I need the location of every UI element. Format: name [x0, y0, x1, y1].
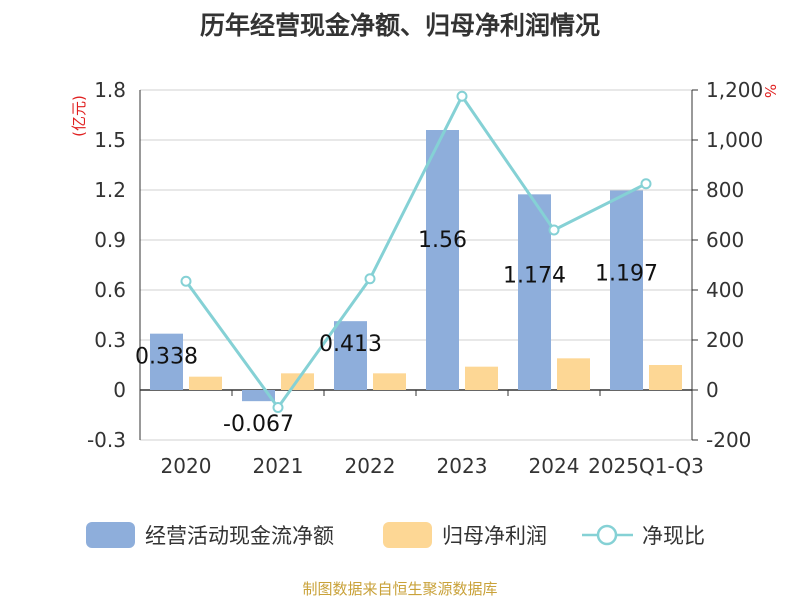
- bar-cashflow[interactable]: [518, 194, 551, 390]
- legend-label-netprofit: 归母净利润: [442, 524, 547, 548]
- y-tick-right: 600: [706, 228, 744, 252]
- y-tick-right: 1,000: [706, 128, 763, 152]
- bar-cashflow[interactable]: [426, 130, 459, 390]
- bar-value-label: 1.56: [418, 228, 467, 253]
- bar-cashflow[interactable]: [242, 390, 275, 402]
- bar-cashflow[interactable]: [334, 321, 367, 390]
- line-layer: [180, 90, 652, 413]
- bar-netprofit[interactable]: [189, 376, 222, 390]
- y-tick-left: 1.2: [94, 178, 126, 202]
- ratio-point[interactable]: [364, 273, 376, 285]
- legend-swatch-cashflow: [86, 522, 135, 548]
- bar-layer: [150, 130, 682, 402]
- right-axis-unit: %: [761, 84, 779, 98]
- chart-title: 历年经营现金净额、归母净利润情况: [200, 11, 600, 40]
- y-tick-right: 800: [706, 178, 744, 202]
- y-tick-left: 0.3: [94, 328, 126, 352]
- y-tick-left: 1.5: [94, 128, 126, 152]
- y-tick-left: 0.6: [94, 278, 126, 302]
- bar-value-label: 0.338: [135, 345, 198, 370]
- bar-netprofit[interactable]: [465, 366, 498, 390]
- bar-netprofit[interactable]: [373, 373, 406, 390]
- y-tick-right: 0: [706, 378, 719, 402]
- source-note: 制图数据来自恒生聚源数据库: [302, 580, 497, 598]
- y-tick-right: 1,200: [706, 78, 763, 102]
- bar-value-label: -0.067: [223, 412, 294, 437]
- bar-netprofit[interactable]: [649, 365, 682, 390]
- x-tick-label: 2022: [345, 454, 396, 478]
- x-tick-label: 2020: [161, 454, 212, 478]
- bar-value-label: 1.197: [595, 261, 658, 286]
- y-tick-left: 0.9: [94, 228, 126, 252]
- bar-value-label: 0.413: [319, 332, 382, 357]
- bar-cashflow[interactable]: [610, 190, 643, 391]
- y-tick-left: 0: [113, 378, 126, 402]
- legend-item-ratio[interactable]: 净现比: [582, 524, 705, 548]
- bar-value-label: 1.174: [503, 263, 566, 288]
- left-axis-unit: (亿元): [70, 95, 88, 137]
- legend-item-netprofit[interactable]: 归母净利润: [383, 522, 547, 548]
- bar-cashflow[interactable]: [150, 333, 183, 390]
- ratio-point[interactable]: [548, 224, 560, 236]
- y-tick-left: 1.8: [94, 78, 126, 102]
- legend-label-ratio: 净现比: [642, 524, 705, 548]
- y-tick-right: 400: [706, 278, 744, 302]
- axis-layer: -0.3 0 0.3 0.6 0.9 1.2 1.5 1.8 -200 0 200 400 600 800…: [87, 78, 763, 478]
- x-tick-label: 2025Q1-Q3: [588, 454, 704, 478]
- x-tick-label: 2021: [253, 454, 304, 478]
- bar-netprofit[interactable]: [557, 358, 590, 390]
- y-tick-left: -0.3: [87, 428, 126, 452]
- x-tick-label: 2024: [529, 454, 580, 478]
- ratio-line: [184, 94, 647, 409]
- ratio-point[interactable]: [640, 178, 652, 190]
- ratio-point[interactable]: [180, 275, 192, 287]
- legend-swatch-netprofit: [383, 522, 432, 548]
- x-tick-label: 2023: [437, 454, 488, 478]
- y-tick-right: 200: [706, 328, 744, 352]
- y-tick-right: -200: [706, 428, 751, 452]
- legend-label-cashflow: 经营活动现金流净额: [145, 524, 334, 548]
- legend-marker-ratio: [596, 524, 618, 546]
- data-labels: 0.338 -0.067 0.413 1.56 1.174 1.197: [135, 228, 658, 437]
- ratio-point[interactable]: [456, 90, 468, 102]
- legend: 经营活动现金流净额 归母净利润 净现比: [86, 522, 705, 548]
- ratio-point[interactable]: [272, 402, 284, 413]
- legend-item-cashflow[interactable]: 经营活动现金流净额: [86, 522, 334, 548]
